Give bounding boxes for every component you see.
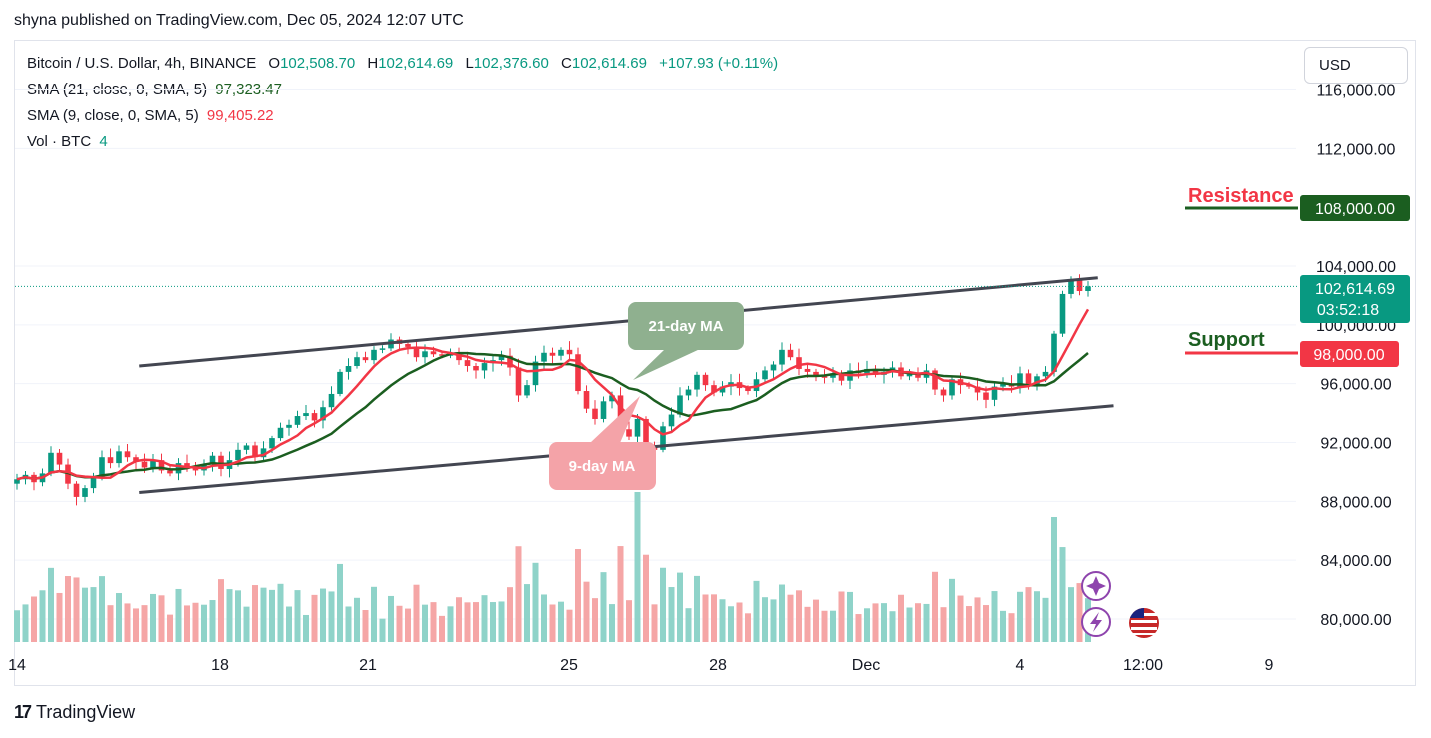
high-label: H xyxy=(367,55,379,72)
open-label: O xyxy=(268,55,281,72)
volume-value: 4 xyxy=(99,133,108,150)
footer-brand-name: TradingView xyxy=(36,702,136,722)
sma21-value: 97,323.47 xyxy=(215,81,282,98)
legend-sma9[interactable]: SMA (9, close, 0, SMA, 5) 99,405.22 xyxy=(27,107,274,124)
low-label: L xyxy=(465,55,474,72)
change-value: +107.93 (+0.11%) xyxy=(659,55,779,72)
low-value: 102,376.60 xyxy=(473,55,549,72)
close-label: C xyxy=(561,55,572,72)
close-value: 102,614.69 xyxy=(571,55,647,72)
symbol-label[interactable]: Bitcoin / U.S. Dollar, 4h, BINANCE xyxy=(27,55,257,72)
sma21-label: SMA (21, close, 0, SMA, 5) xyxy=(27,81,208,98)
open-value: 102,508.70 xyxy=(280,55,356,72)
high-value: 102,614.69 xyxy=(378,55,454,72)
sma9-value: 99,405.22 xyxy=(206,107,274,124)
legend-sma21[interactable]: SMA (21, close, 0, SMA, 5) 97,323.47 xyxy=(27,81,282,98)
footer-brand[interactable]: 17 TradingView xyxy=(14,702,135,723)
sma9-label: SMA (9, close, 0, SMA, 5) xyxy=(27,107,199,124)
publisher-line: shyna published on TradingView.com, Dec … xyxy=(14,12,464,29)
tradingview-logo-icon: 17 xyxy=(14,702,32,722)
currency-button[interactable]: USD xyxy=(1304,47,1408,84)
legend-ohlc: Bitcoin / U.S. Dollar, 4h, BINANCE O102,… xyxy=(27,55,778,72)
volume-label: Vol · BTC xyxy=(27,133,92,150)
legend-volume[interactable]: Vol · BTC 4 xyxy=(27,133,108,150)
chart-frame xyxy=(14,40,1416,686)
